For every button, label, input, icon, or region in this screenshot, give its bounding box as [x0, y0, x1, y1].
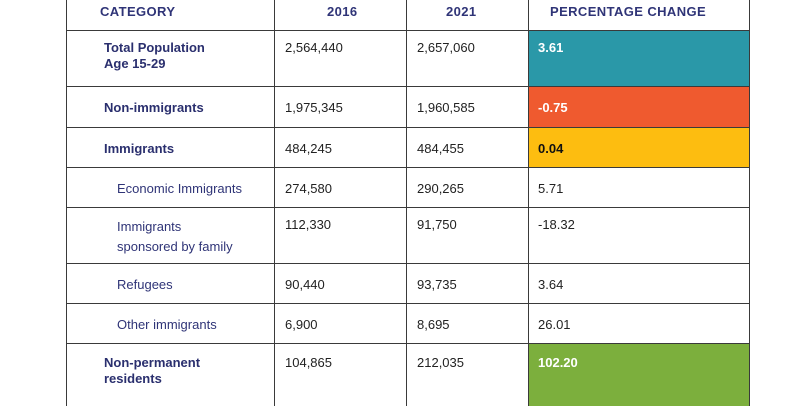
row-category: Economic Immigrants	[66, 167, 274, 207]
row-value-2016: 484,245	[285, 141, 332, 156]
grid-line	[66, 167, 750, 168]
row-change: 0.04	[528, 127, 750, 167]
row-change: -0.75	[528, 86, 750, 127]
row-value-2021: 212,035	[417, 355, 464, 370]
row-value-2016: 1,975,345	[285, 100, 343, 115]
table-row: Immigrants 484,245 484,455 0.04	[66, 127, 750, 167]
row-value-2021: 93,735	[417, 277, 457, 292]
table-row: Economic Immigrants 274,580 290,265 5.71	[66, 167, 750, 207]
row-value-2021: 484,455	[417, 141, 464, 156]
row-value-2021: 1,960,585	[417, 100, 475, 115]
table-row: Other immigrants 6,900 8,695 26.01	[66, 303, 750, 343]
row-category-line: Other immigrants	[117, 317, 217, 332]
row-value-2021: 2,657,060	[417, 40, 475, 55]
table-row: Immigrants sponsored by family 112,330 9…	[66, 207, 750, 263]
table-row: Total Population Age 15-29 2,564,440 2,6…	[66, 30, 750, 86]
grid-line	[66, 303, 750, 304]
grid-line	[66, 207, 750, 208]
row-category-line: Non-permanent	[104, 355, 201, 370]
row-category-line: Economic Immigrants	[117, 181, 242, 196]
row-category-line: residents	[104, 371, 162, 386]
row-change: 3.61	[528, 30, 750, 86]
row-value-2016: 2,564,440	[285, 40, 343, 55]
table-row: Non-permanent residents 104,865 212,035 …	[66, 343, 750, 406]
grid-line	[749, 0, 750, 406]
grid-line	[406, 0, 407, 406]
header-category: CATEGORY	[100, 4, 176, 19]
row-category-line: Total Population	[104, 40, 205, 55]
row-category-line: Refugees	[117, 277, 173, 292]
row-category: Immigrants	[66, 127, 274, 167]
row-category: Non-permanent residents	[66, 343, 274, 406]
data-table: CATEGORY 2016 2021 PERCENTAGE CHANGE Tot…	[66, 0, 750, 406]
grid-line	[66, 86, 750, 87]
grid-line	[274, 0, 275, 406]
row-value-2016: 6,900	[285, 317, 318, 332]
table-row: Refugees 90,440 93,735 3.64	[66, 263, 750, 303]
table-header: CATEGORY 2016 2021 PERCENTAGE CHANGE	[66, 0, 750, 30]
row-value-2016: 104,865	[285, 355, 332, 370]
row-category-line: Immigrants	[117, 219, 182, 234]
row-category-line: Non-immigrants	[104, 100, 204, 115]
row-category-line: Age 15-29	[104, 56, 166, 71]
row-category-line: Immigrants	[104, 141, 175, 156]
grid-line	[66, 0, 67, 406]
grid-line	[66, 127, 750, 128]
row-change: 5.71	[538, 181, 564, 196]
row-value-2016: 274,580	[285, 181, 332, 196]
grid-line	[66, 343, 750, 344]
header-2016: 2016	[327, 4, 358, 19]
row-category: Total Population Age 15-29	[66, 30, 274, 86]
row-change: 102.20	[528, 343, 750, 406]
row-category: Other immigrants	[66, 303, 274, 343]
row-change: 3.64	[538, 277, 564, 292]
grid-line	[66, 30, 750, 31]
row-category: Non-immigrants	[66, 86, 274, 127]
row-value-2016: 90,440	[285, 277, 325, 292]
row-category: Immigrants sponsored by family	[66, 207, 274, 263]
row-change: -18.32	[538, 217, 575, 232]
table-row: Non-immigrants 1,975,345 1,960,585 -0.75	[66, 86, 750, 127]
row-value-2021: 8,695	[417, 317, 450, 332]
row-change: 26.01	[538, 317, 571, 332]
grid-line	[528, 0, 529, 406]
header-percentage-change: PERCENTAGE CHANGE	[550, 4, 707, 19]
grid-line	[66, 263, 750, 264]
header-2021: 2021	[446, 4, 477, 19]
row-category-line: sponsored by family	[117, 239, 233, 254]
row-category: Refugees	[66, 263, 274, 303]
row-value-2021: 91,750	[417, 217, 457, 232]
row-value-2016: 112,330	[285, 217, 332, 232]
row-value-2021: 290,265	[417, 181, 464, 196]
